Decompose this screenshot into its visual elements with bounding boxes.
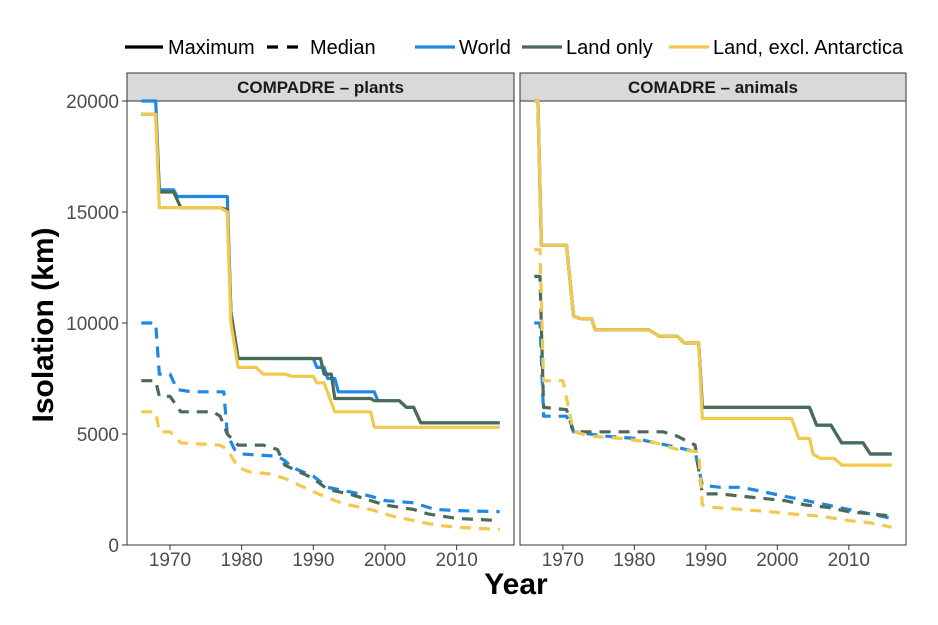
x-tick-label: 2000 — [756, 550, 798, 571]
x-tick-label: 1980 — [221, 550, 263, 571]
y-tick-label: 10000 — [66, 314, 119, 335]
legend-label-land-only: Land only — [566, 37, 653, 59]
legend-label-land-excl-antarctica: Land, excl. Antarctica — [713, 37, 904, 59]
x-axis-title: Year — [484, 568, 548, 601]
y-tick-label: 20000 — [66, 92, 119, 113]
legend-label-median: Median — [310, 37, 376, 59]
panel-title: COMADRE – animals — [628, 78, 798, 97]
y-tick-label: 0 — [108, 536, 119, 557]
series-line-land-excl-antarctica-maximum — [534, 99, 892, 467]
series-line-land-excl-antarctica-median — [141, 410, 500, 532]
panel-strip — [519, 72, 907, 102]
panel-plot-area — [126, 100, 515, 546]
series-line-land-only-median — [534, 274, 892, 518]
legend-label-maximum: Maximum — [168, 37, 255, 59]
x-tick-label: 1990 — [292, 550, 334, 571]
x-tick-label: 1970 — [149, 550, 191, 571]
x-tick-label: 1990 — [685, 550, 727, 571]
legend: Maximum Median World Land only Land, excl. A… — [125, 37, 904, 59]
x-tick-label: 2010 — [436, 550, 478, 571]
series-line-land-excl-antarctica-maximum — [141, 112, 500, 429]
panels: COMPADRE – plants 1970 1980 1990 2000 2010 0 50… — [66, 72, 907, 571]
y-tick-label: 5000 — [77, 425, 119, 446]
panel-strip — [126, 72, 515, 102]
x-tick-label: 2000 — [364, 550, 406, 571]
panel-title: COMPADRE – plants — [237, 78, 404, 97]
x-tick-label: 1980 — [613, 550, 655, 571]
series-line-land-excl-antarctica-median — [534, 248, 893, 529]
y-tick-label: 15000 — [66, 203, 119, 224]
x-tick-label: 1970 — [542, 550, 584, 571]
panel-2: COMADRE – animals 1970 1980 1990 2000 2010 — [519, 72, 907, 571]
legend-label-world: World — [459, 37, 511, 59]
y-axis-title: Isolation (km) — [27, 227, 60, 422]
panel-plot-area — [519, 100, 907, 546]
series-line-world-median — [141, 321, 500, 514]
panel-1: COMPADRE – plants 1970 1980 1990 2000 2010 0 50… — [66, 72, 515, 571]
series-line-world-median — [534, 321, 893, 520]
series-line-land-only-maximum — [141, 112, 500, 425]
x-tick-label: 2010 — [828, 550, 870, 571]
